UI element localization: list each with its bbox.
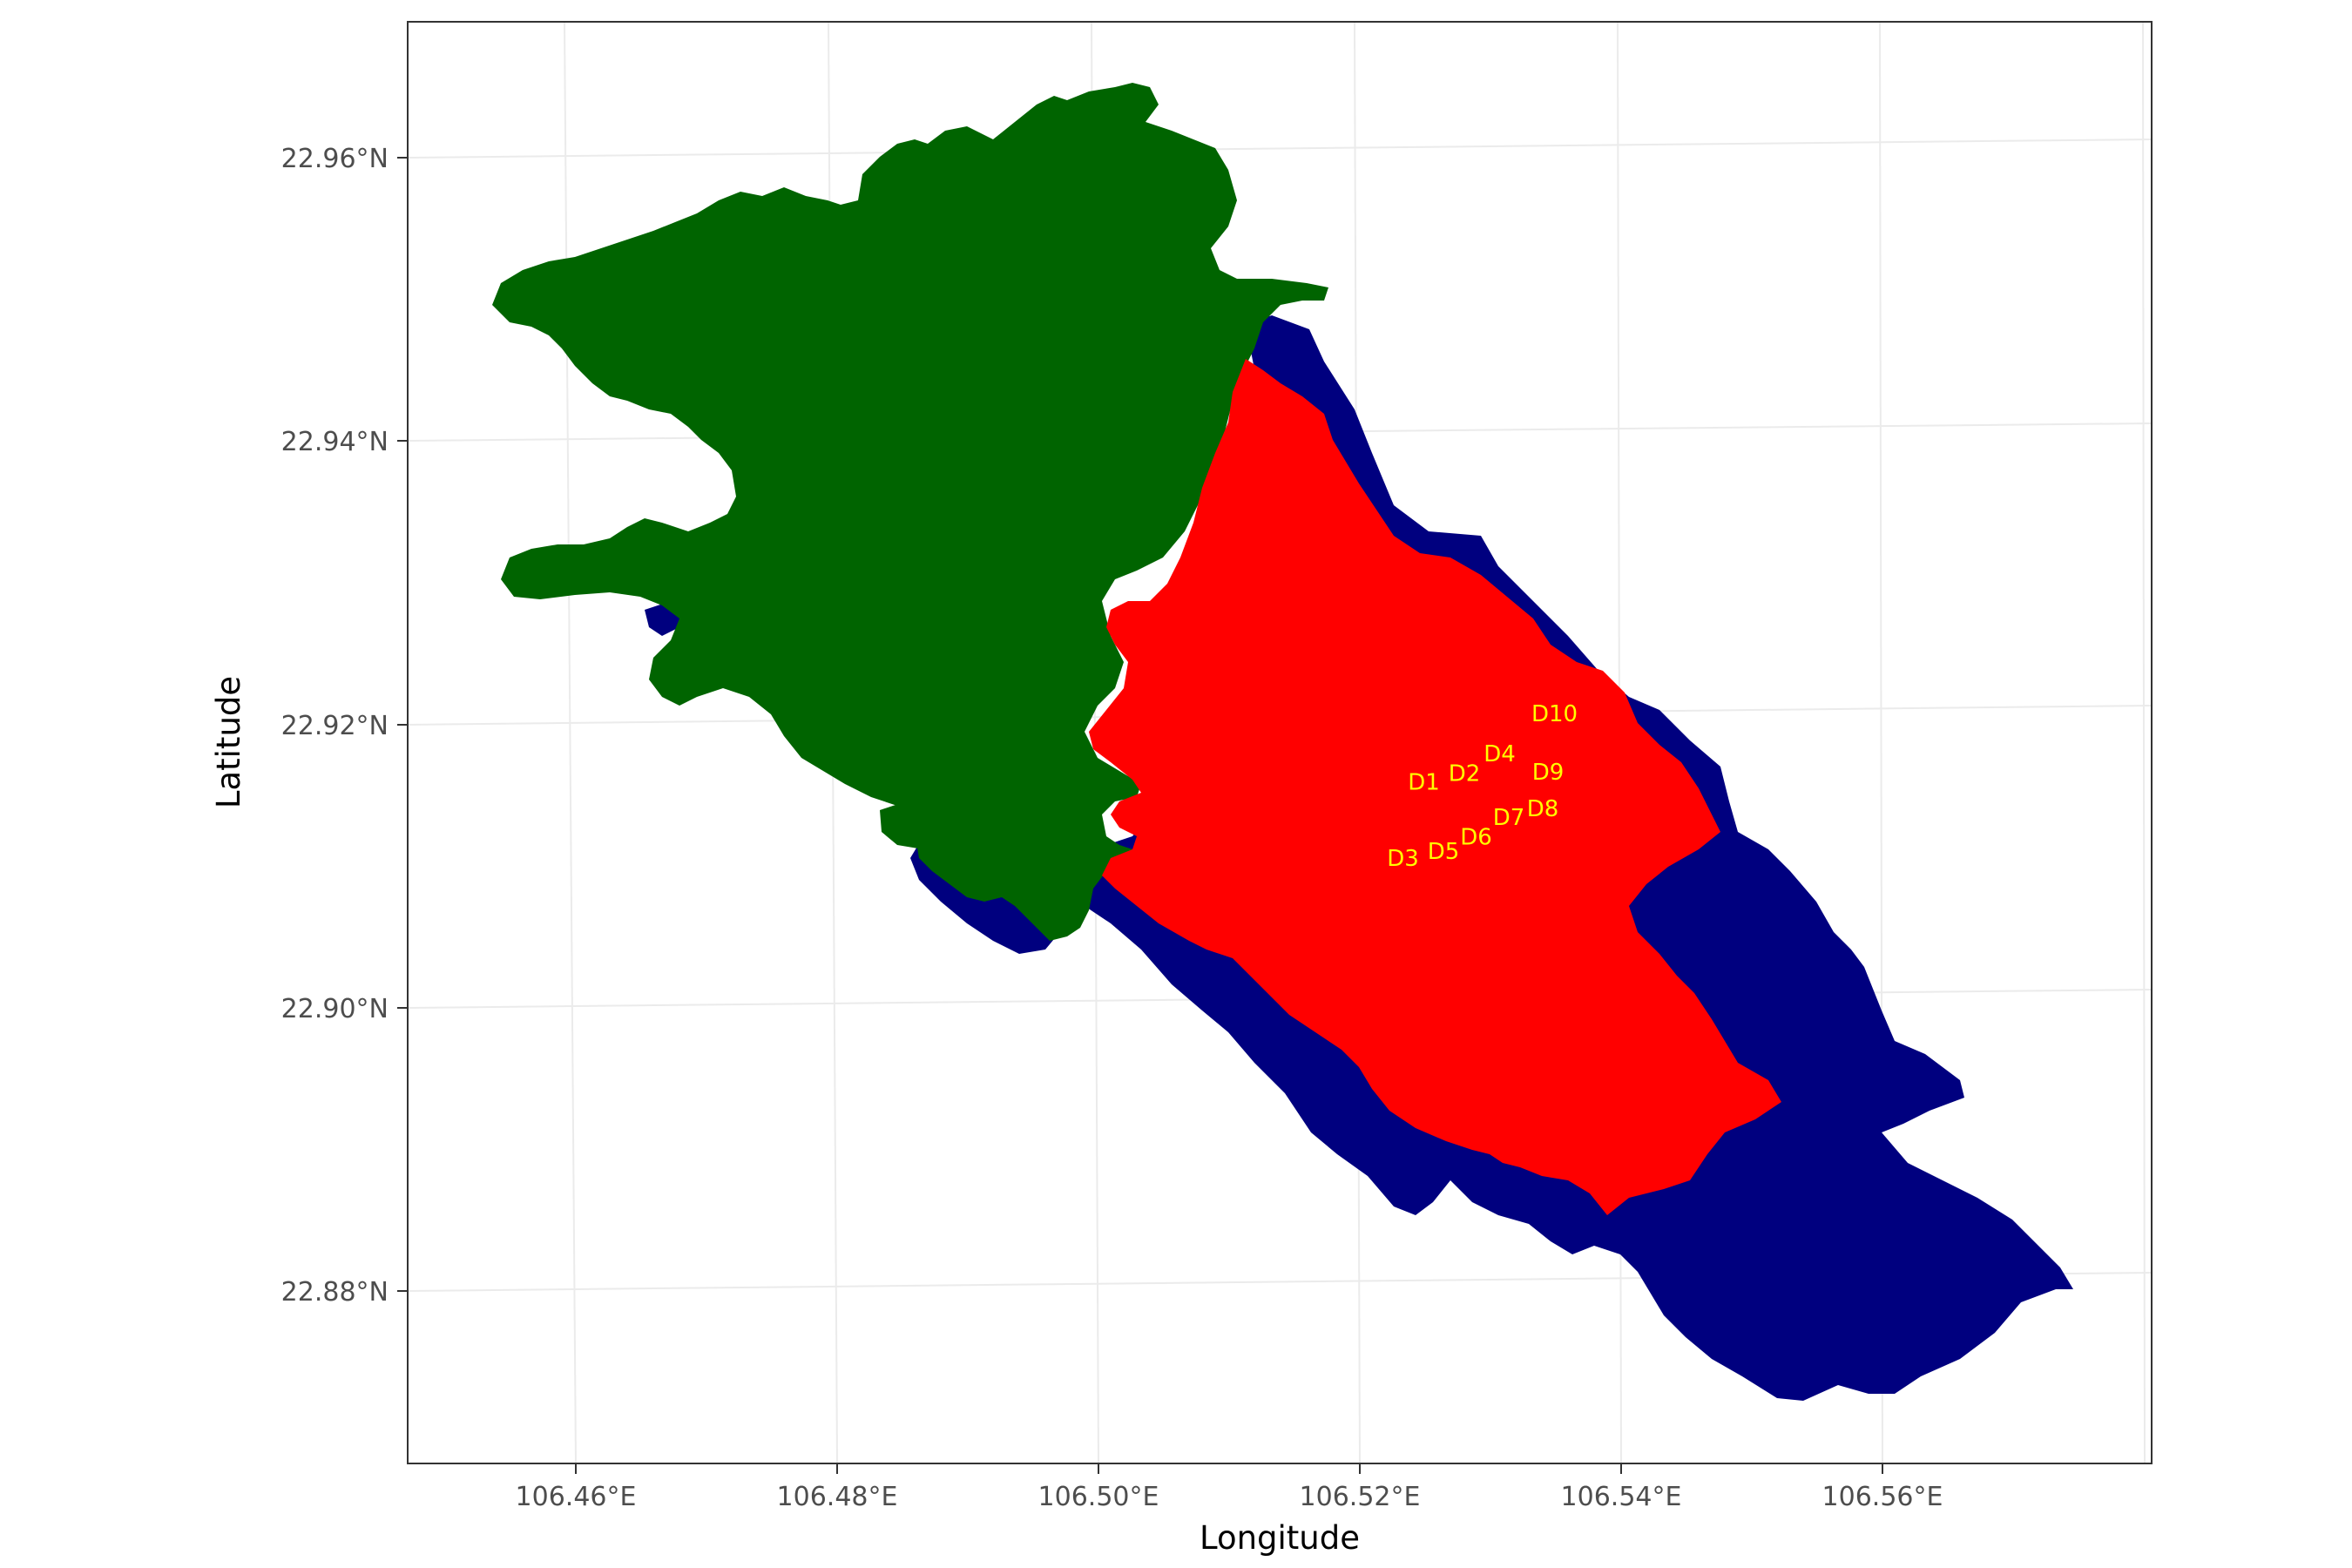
forest-region-shape (492, 83, 1328, 941)
site-label-d6: D6 (1460, 825, 1492, 851)
core-region (1089, 359, 1781, 1215)
x-tick-label: 106.54°E (1561, 1482, 1682, 1512)
site-label-d5: D5 (1428, 839, 1460, 865)
site-label-d1: D1 (1408, 769, 1440, 795)
y-axis: 22.96°N 22.94°N 22.92°N 22.90°N 22.88°N … (210, 144, 408, 1308)
y-tick-label: 22.96°N (281, 144, 389, 174)
site-label-d8: D8 (1527, 796, 1559, 822)
site-label-d10: D10 (1531, 701, 1578, 727)
y-tick-label: 22.90°N (281, 994, 389, 1024)
core-region-shape (1089, 359, 1781, 1215)
y-tick-label: 22.94°N (281, 427, 389, 457)
panel-border (407, 21, 2153, 1464)
gridline-lon-106-58 (2142, 21, 2146, 1464)
site-label-d7: D7 (1493, 805, 1525, 831)
x-tick-label: 106.50°E (1038, 1482, 1159, 1512)
y-axis-title: Latitude (210, 676, 247, 808)
x-tick-label: 106.48°E (777, 1482, 898, 1512)
y-tick-label: 22.88°N (281, 1277, 389, 1308)
site-label-d9: D9 (1532, 760, 1565, 786)
x-tick-label: 106.52°E (1300, 1482, 1421, 1512)
site-label-d2: D2 (1449, 761, 1481, 787)
x-axis-title: Longitude (1200, 1519, 1360, 1557)
y-tick-label: 22.92°N (281, 711, 389, 741)
forest-region (492, 83, 1328, 941)
forest-region-islet (880, 801, 954, 849)
site-label-d4: D4 (1484, 741, 1516, 767)
x-tick-label: 106.46°E (516, 1482, 637, 1512)
site-label-d3: D3 (1387, 846, 1419, 872)
x-axis: 106.46°E 106.48°E 106.50°E 106.52°E 106.… (516, 1463, 1943, 1557)
gridline-lat-22-96 (407, 139, 2153, 159)
x-tick-label: 106.56°E (1822, 1482, 1943, 1512)
